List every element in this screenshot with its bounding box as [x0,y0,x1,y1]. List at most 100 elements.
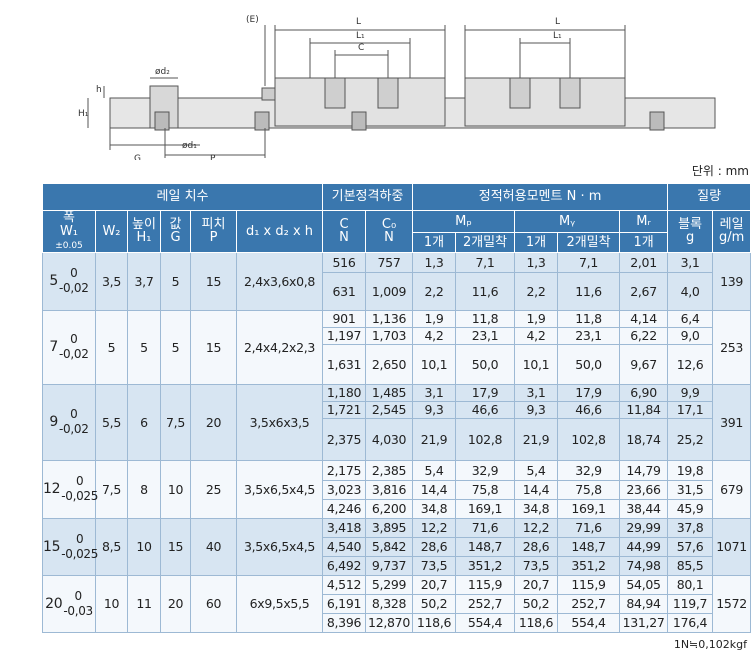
cell-text: 15 [205,273,222,289]
cell: 1,3 [514,251,559,273]
cell-text: 23,1 [471,328,499,344]
cell: 5 [160,251,191,311]
header-cell: 피치 P [190,210,237,253]
header-text: Mᵣ [636,213,651,229]
cell-text: 5 [140,339,148,355]
cell: 2,545 [365,400,414,419]
label-c: C [358,43,364,53]
header-text: 레일 [719,216,744,232]
header-cell: 레일 g/m [712,210,752,253]
width-value: 20 0 -0,03 [45,589,93,619]
cell-text: 17,9 [575,385,602,401]
cell: 20 [190,383,237,461]
label-d1: ød₁ [182,141,197,151]
label-l1: L₁ [356,31,365,41]
cell: 73,5 [412,555,457,576]
cell-text: 7,1 [579,254,599,270]
cell-text: 23,66 [626,482,661,498]
cell-text: 119,7 [672,596,708,612]
label-h: h [96,85,102,95]
table-row: 15 0 -0,025 8,5 10 15 40 3,5x6,5x4,5 3,418 3,895 1… [42,517,752,576]
cell-text: 28,6 [420,539,448,555]
cell: 1,136 [365,309,414,328]
table-row: 7 0 -0,02 5 5 5 15 2,4x4,2x2,3 901 1,136 1,9 11,8 1,… [42,309,752,385]
header-text: ±0.05 [55,241,83,252]
cell: 25 [190,459,237,519]
cell-text: 1572 [716,596,747,612]
cell-text: 12,870 [368,615,410,631]
cell: 10 [127,517,161,576]
header-cell: C₀ N [365,210,414,253]
cell-text: 32,9 [471,462,499,478]
cell-text: 252,7 [571,596,606,612]
cell-text: 19,8 [676,462,704,478]
header-cell: 2개밀착 [557,232,621,253]
cell: 34,8 [412,498,457,519]
label-e: (E) [246,15,259,25]
header-cell: 폭 W₁ ±0.05 [42,210,96,253]
cell: 148,7 [455,536,516,557]
cell: 32,9 [557,459,621,481]
header-text: 1개 [525,234,547,250]
cell-text: 73,5 [420,558,448,574]
cell-text: 2,650 [371,356,407,372]
cell-text: 2,2 [424,283,444,299]
table-row: 5 0 -0,02 3,5 3,7 5 15 2,4x3,6x0,8 516 757 1,3 7,1 1… [42,251,752,311]
cell-text: 0 [74,588,82,603]
cell: 11 [127,574,161,633]
cell-text: 38,44 [626,501,661,517]
cell: 131,27 [619,612,669,633]
cell-text: 60 [205,596,222,612]
header-text: W₁ [59,223,79,239]
header-cell: Mᵧ [514,209,621,234]
header-cell: 기본정격하중 [322,183,414,211]
table-row: 12 0 -0,025 7,5 8 10 25 3,5x6,5x4,5 2,175 2,385 5,… [42,459,752,519]
cell-text: 10,1 [420,356,448,372]
cell: 75,8 [455,479,516,500]
cell: 3,7 [127,251,161,311]
cell: 102,8 [557,417,621,461]
cell: 5,299 [365,574,414,595]
table-row: 1,197 1,703 4,2 23,1 4,2 23,1 6,22 9,0 [43,326,751,345]
cell-text: 0 [70,266,78,281]
cell-text: 253 [720,339,744,355]
cell: 11,8 [557,309,621,328]
cell-text: 11 [136,596,152,612]
cell-text: 554,4 [467,615,503,631]
cell-text: 2,385 [371,462,407,478]
header-text: Mᵧ [559,213,576,229]
cell: 4,030 [365,417,414,461]
cell-text: 3,1 [424,385,444,401]
cell-text: 12,6 [676,356,704,372]
cell: 8 [127,459,161,519]
cell: 20 0 -0,03 [42,574,96,633]
cell: 1,631 [322,343,367,385]
table-row: 6,191 8,328 50,2 252,7 50,2 252,7 84,94 119,7 [43,593,751,614]
cell: 115,9 [557,574,621,595]
label-p: P [210,154,216,160]
header-text: N [384,230,394,246]
tolerance: 0 -0,02 [59,407,89,437]
cell-text: 11,8 [575,311,602,327]
cell: 5 [160,309,191,385]
header-text: Mₚ [455,213,472,229]
cell-text: 252,7 [467,596,503,612]
cell: 50,0 [455,343,516,385]
cell-text: 4,2 [424,328,444,344]
cell-text: 169,1 [467,501,503,517]
cell: 46,6 [557,400,621,419]
header-text: 레일 치수 [156,189,209,205]
cell-text: 14,4 [420,482,448,498]
cell-text: 4,14 [630,311,657,327]
header-cell: 1개 [514,232,559,253]
cell: 252,7 [455,593,516,614]
header-cell: Mₚ [412,209,516,234]
table-row: 6,492 9,737 73,5 351,2 73,5 351,2 74,98 85,5 [43,555,751,576]
cell-text: 5 [49,273,59,290]
cell: 17,1 [667,400,714,419]
cell-text: 21,9 [522,431,550,447]
cell-text: 21,9 [420,431,448,447]
header-cell: d₁ x d₂ x h [235,210,324,253]
cell-text: 11,6 [471,283,499,299]
